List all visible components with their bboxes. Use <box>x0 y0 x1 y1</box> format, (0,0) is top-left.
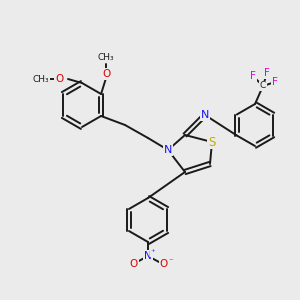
Text: F: F <box>250 71 256 81</box>
Text: ⁻: ⁻ <box>169 257 173 266</box>
Text: CH₃: CH₃ <box>98 53 114 62</box>
Text: CH₃: CH₃ <box>33 74 49 83</box>
Text: C: C <box>260 82 266 91</box>
Text: O: O <box>55 74 63 84</box>
Text: F: F <box>272 77 278 87</box>
Text: ⁺: ⁺ <box>151 248 155 256</box>
Text: N: N <box>201 110 209 120</box>
Text: O: O <box>160 259 168 269</box>
Text: N: N <box>144 251 152 261</box>
Text: O: O <box>102 69 110 79</box>
Text: O: O <box>130 259 138 269</box>
Text: N: N <box>164 145 172 155</box>
Text: F: F <box>264 68 270 78</box>
Text: S: S <box>208 136 216 148</box>
